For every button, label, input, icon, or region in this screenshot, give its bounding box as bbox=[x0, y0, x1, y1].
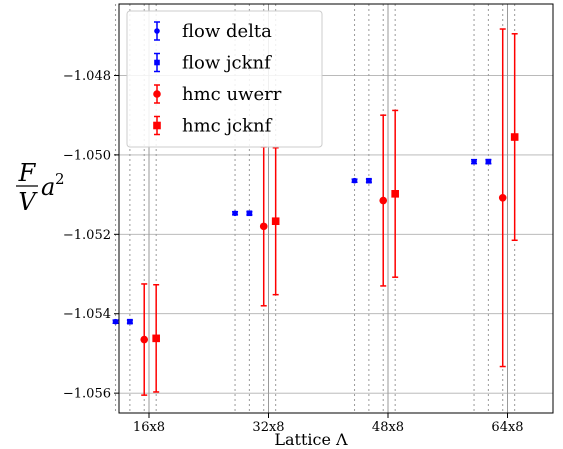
legend-item: hmc jcknf bbox=[153, 116, 273, 137]
legend-marker bbox=[154, 59, 160, 66]
data-point bbox=[471, 158, 477, 165]
x-axis-ticks: 16x8 32x8 48x8 64x8 bbox=[133, 413, 524, 435]
y-tick-label: −1.054 bbox=[63, 307, 111, 322]
data-point bbox=[366, 177, 372, 184]
data-point bbox=[271, 217, 280, 226]
data-point bbox=[112, 318, 119, 325]
series-flow-delta bbox=[112, 158, 478, 325]
data-point bbox=[391, 190, 399, 198]
legend-item: flow jcknf bbox=[154, 53, 272, 74]
x-tick-label: 16x8 bbox=[133, 420, 165, 435]
y-tick-label: −1.056 bbox=[63, 387, 111, 402]
series-flow-jcknf bbox=[126, 158, 492, 325]
y-axis-label-exponent: 2 bbox=[55, 170, 65, 188]
legend-marker bbox=[154, 28, 160, 34]
x-tick-label: 32x8 bbox=[252, 420, 284, 435]
y-axis-ticks: −1.056 −1.054 −1.052 −1.050 −1.048 bbox=[63, 69, 119, 402]
series-layer bbox=[112, 28, 519, 396]
legend-item: hmc uwerr bbox=[153, 84, 282, 105]
data-point bbox=[232, 210, 238, 217]
legend: flow delta flow jcknf hmc uwerr hmc jcknf bbox=[126, 10, 323, 148]
data-point bbox=[127, 318, 133, 325]
legend-item: flow delta bbox=[154, 21, 272, 42]
x-axis-label: Lattice Λ bbox=[274, 430, 348, 449]
y-axis-label: F V a 2 bbox=[16, 159, 65, 216]
y-axis-label-denominator: V bbox=[18, 188, 38, 216]
data-point bbox=[379, 196, 388, 205]
data-point bbox=[351, 177, 358, 184]
data-point bbox=[259, 222, 268, 231]
data-point bbox=[246, 210, 253, 217]
legend-box bbox=[126, 10, 323, 148]
y-tick-label: −1.052 bbox=[63, 228, 111, 243]
legend-label: flow jcknf bbox=[182, 53, 272, 74]
data-point bbox=[140, 335, 149, 344]
legend-label: hmc uwerr bbox=[182, 84, 282, 105]
data-point bbox=[510, 133, 519, 141]
legend-label: hmc jcknf bbox=[182, 116, 273, 137]
y-axis-label-suffix: a bbox=[41, 173, 55, 201]
legend-items: flow delta flow jcknf hmc uwerr hmc jcknf bbox=[153, 21, 282, 137]
data-point bbox=[152, 334, 160, 343]
y-tick-label: −1.050 bbox=[63, 148, 111, 163]
legend-marker bbox=[153, 121, 161, 130]
data-point bbox=[485, 158, 492, 165]
series-hmc-uwerr bbox=[140, 28, 507, 396]
legend-label: flow delta bbox=[182, 21, 272, 42]
y-tick-label: −1.048 bbox=[63, 69, 111, 84]
y-axis-label-numerator: F bbox=[18, 159, 37, 187]
series-hmc-jcknf bbox=[152, 33, 519, 393]
x-tick-label: 64x8 bbox=[491, 420, 523, 435]
plot-frame bbox=[118, 3, 554, 414]
x-tick-label: 48x8 bbox=[372, 420, 404, 435]
legend-marker bbox=[153, 90, 161, 98]
data-point bbox=[498, 193, 507, 202]
